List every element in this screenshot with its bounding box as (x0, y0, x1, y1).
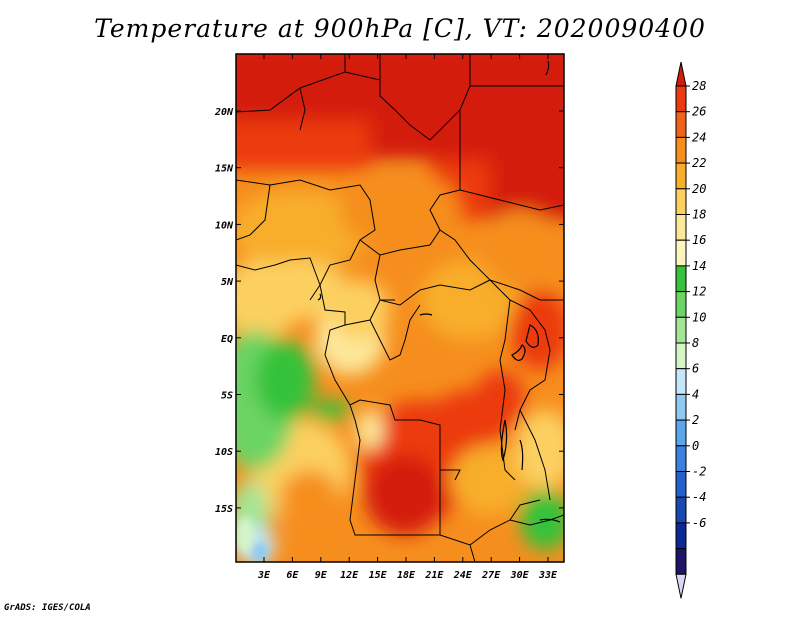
lat-label-5n: 5N (221, 277, 234, 288)
lon-label-18e: 18E (397, 570, 416, 581)
colorbar-swatch (675, 316, 687, 344)
colorbar-label: 26 (692, 105, 706, 119)
colorbar-label: 6 (692, 362, 699, 376)
lon-label-12e: 12E (340, 570, 359, 581)
colorbar-swatch (675, 239, 687, 267)
lat-label-10s: 10S (215, 447, 233, 458)
colorbar-swatch (675, 162, 687, 190)
colorbar-bottom-arrow (675, 573, 687, 599)
colorbar-swatch (675, 85, 687, 113)
colorbar-swatch (675, 342, 687, 370)
colorbar-label: 2 (692, 413, 699, 427)
lon-label-9e: 9E (315, 570, 328, 581)
temperature-field (236, 54, 564, 562)
colorbar-label: -2 (692, 465, 706, 479)
colorbar-swatch (675, 393, 687, 421)
colorbar-swatch (675, 111, 687, 138)
colorbar-label: 28 (692, 79, 706, 93)
colorbar-swatch (675, 368, 687, 395)
lon-label-3e: 3E (257, 570, 271, 581)
colorbar-label: -4 (692, 490, 706, 504)
lon-label-30e: 30E (510, 570, 530, 581)
lat-label-15s: 15S (215, 504, 233, 515)
colorbar (675, 61, 690, 599)
colorbar-label: 14 (692, 259, 706, 273)
colorbar-label: 24 (692, 130, 706, 144)
lon-label-21e: 21E (424, 570, 444, 581)
map-title: Temperature at 900hPa [C], VT: 202009040… (94, 14, 706, 43)
colorbar-label: 16 (692, 233, 706, 247)
longitude-labels: 3E 6E 9E 12E 15E 18E 21E 24E 27E 30E 33E (257, 570, 558, 581)
lon-label-33e: 33E (538, 570, 558, 581)
colorbar-label: 8 (692, 336, 699, 350)
lon-label-27e: 27E (481, 570, 501, 581)
colorbar-swatch (675, 214, 687, 241)
lon-label-6e: 6E (286, 570, 299, 581)
colorbar-label: 0 (692, 439, 699, 453)
colorbar-label: 12 (692, 285, 706, 299)
lon-label-15e: 15E (369, 570, 388, 581)
colorbar-swatch (675, 445, 687, 472)
colorbar-label: 18 (692, 208, 706, 222)
colorbar-swatch (675, 188, 687, 216)
colorbar-label: 10 (692, 310, 706, 324)
lat-label-10n: 10N (215, 220, 234, 231)
colorbar-label: 22 (692, 156, 706, 170)
grads-credit: GrADS: IGES/COLA (4, 603, 91, 613)
colorbar-top-arrow (675, 61, 687, 87)
colorbar-swatch (675, 291, 687, 318)
colorbar-label: 4 (692, 387, 699, 401)
colorbar-label: 20 (692, 182, 706, 196)
colorbar-swatch (675, 548, 687, 575)
map-frame (235, 53, 565, 563)
lakes (317, 60, 561, 523)
colorbar-swatch (675, 522, 687, 550)
lon-label-24e: 24E (453, 570, 473, 581)
latitude-labels: 20N 15N 10N 5N EQ 5S 10S 15S (214, 107, 234, 515)
colorbar-swatch (675, 136, 687, 164)
lat-label-20n: 20N (214, 107, 234, 118)
country-borders (236, 54, 564, 562)
colorbar-swatch (675, 471, 687, 498)
colorbar-swatch (675, 419, 687, 447)
colorbar-label: -6 (692, 516, 706, 530)
lat-label-15n: 15N (215, 164, 234, 175)
colorbar-swatch (675, 265, 687, 293)
lat-label-5s: 5S (221, 391, 233, 402)
axis-ticks (236, 54, 564, 562)
colorbar-swatch (675, 496, 687, 524)
lat-label-eq: EQ (221, 334, 233, 345)
